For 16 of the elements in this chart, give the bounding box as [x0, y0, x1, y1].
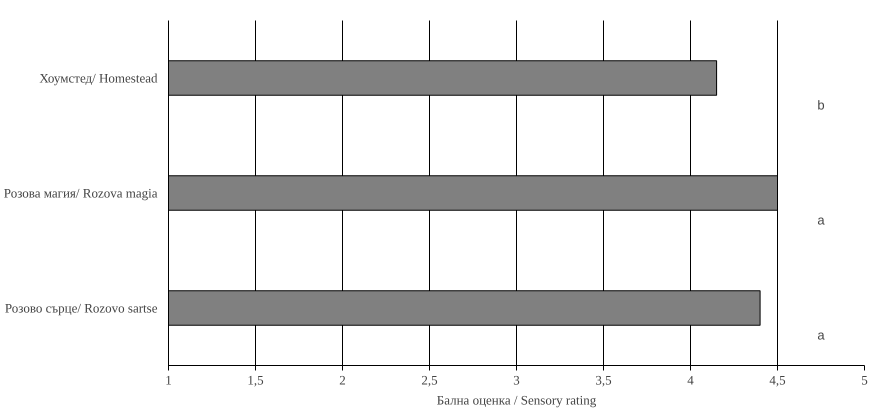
x-tick-label: 2,5	[421, 372, 438, 388]
x-tick-label: 3,5	[595, 372, 612, 388]
y-tick-label: Розова магия/ Rozova magia	[4, 186, 158, 200]
y-tick-label: Хоумстед/ Homestead	[39, 70, 158, 86]
x-tick-label: 2	[339, 372, 346, 388]
x-tick-label: 4	[687, 372, 694, 388]
x-tick-label: 4,5	[769, 372, 786, 388]
annotation: a	[817, 328, 826, 342]
annotation: b	[817, 98, 825, 112]
y-tick-label: Розово сърце/ Rozovo sartse	[4, 300, 158, 316]
x-tick-label: 1	[165, 372, 172, 388]
x-tick-label: 1,5	[247, 372, 264, 388]
x-tick-label: 3	[513, 372, 520, 388]
annotation: a	[817, 212, 826, 228]
x-axis-title: Бална оценка / Sensory rating	[436, 392, 597, 408]
x-tick-label: 5	[861, 372, 868, 388]
